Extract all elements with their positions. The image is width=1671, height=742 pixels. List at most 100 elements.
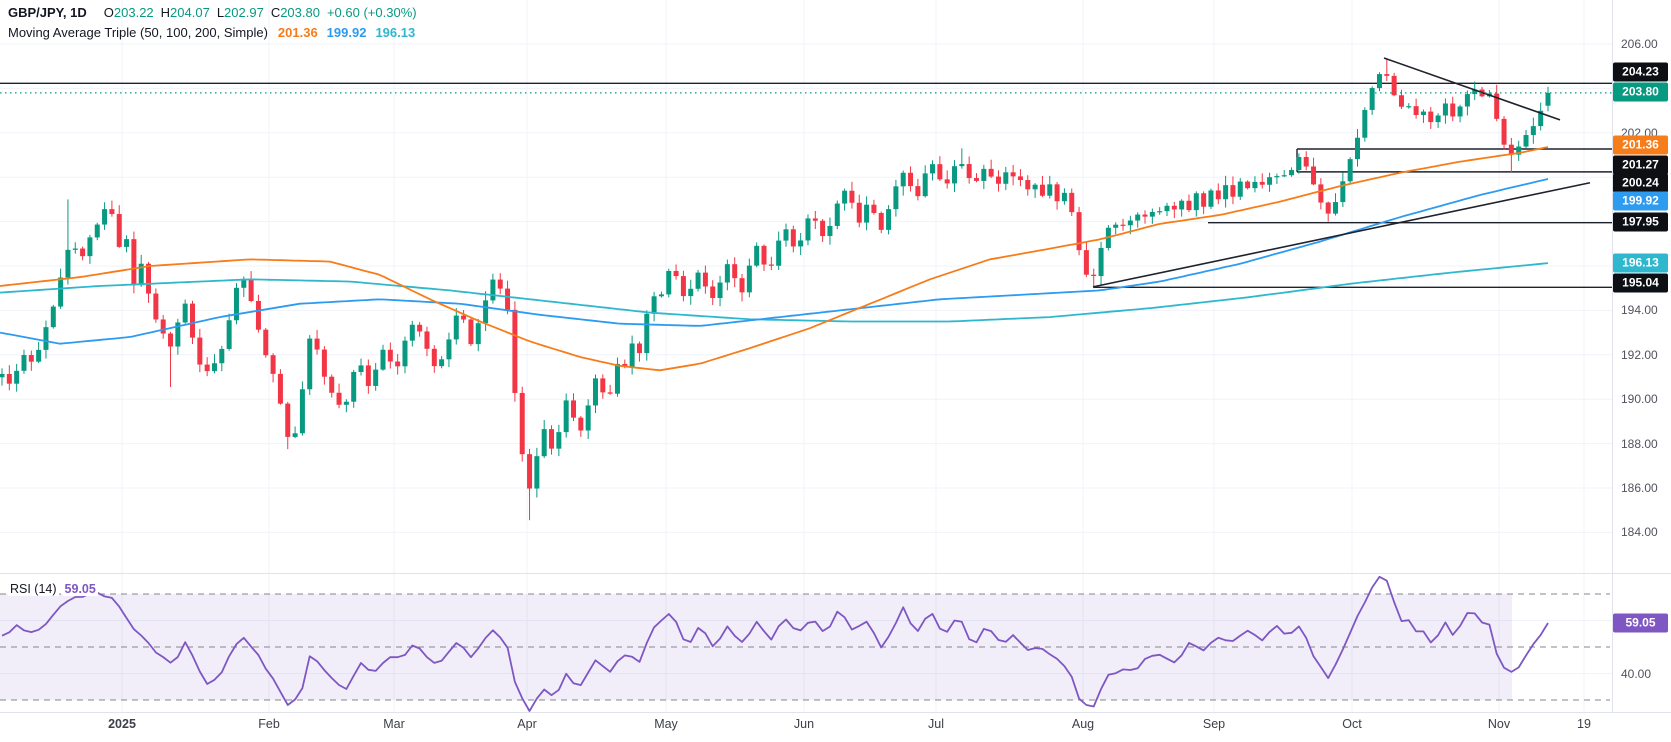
- candle-body: [43, 327, 49, 350]
- candle-body: [168, 333, 174, 347]
- change-value: +0.60 (+0.30%): [326, 5, 417, 20]
- candle-body: [1164, 205, 1170, 212]
- candle-body: [864, 204, 870, 223]
- candle-body: [724, 264, 730, 283]
- candle-body: [1303, 157, 1309, 167]
- candle-body: [952, 166, 958, 184]
- candle-body: [1252, 181, 1258, 189]
- candle-body: [519, 392, 525, 455]
- candle-body: [805, 218, 811, 241]
- candle-body: [80, 248, 86, 257]
- time-axis-label[interactable]: Nov: [1487, 717, 1511, 731]
- candle-body: [116, 214, 122, 247]
- candle-body: [658, 294, 664, 297]
- candle-body: [1098, 247, 1104, 277]
- candle-body: [138, 263, 144, 286]
- indicator-legend[interactable]: Moving Average Triple (50, 100, 200, Sim…: [8, 25, 415, 40]
- candle-body: [255, 300, 261, 330]
- candle-body: [6, 373, 12, 384]
- candle-body: [1061, 192, 1067, 202]
- candle-body: [1464, 94, 1470, 107]
- candle-body: [102, 209, 108, 225]
- candle-body: [1113, 224, 1119, 228]
- candle-body: [768, 264, 774, 266]
- candle-body: [790, 229, 796, 247]
- candle-body: [190, 303, 196, 338]
- rsi-band: [0, 594, 1512, 700]
- moving-average-line: [0, 178, 1549, 345]
- candle-body: [402, 340, 408, 367]
- candle-body: [549, 429, 555, 449]
- candle-body: [732, 264, 738, 279]
- time-axis-label[interactable]: 2025: [108, 717, 136, 731]
- candle-body: [592, 378, 598, 406]
- candle-body: [1135, 214, 1141, 221]
- candle-body: [307, 338, 313, 390]
- pane-separator[interactable]: [0, 573, 1671, 574]
- candle-body: [571, 400, 577, 418]
- time-axis-label[interactable]: Sep: [1202, 717, 1226, 731]
- price-axis-border: [1612, 0, 1613, 712]
- price-axis-badge: 203.80: [1613, 82, 1668, 102]
- candle-body: [776, 240, 782, 266]
- candle-body: [937, 164, 943, 180]
- candle-body: [204, 364, 210, 372]
- candle-body: [798, 240, 804, 247]
- time-axis-label[interactable]: Jul: [928, 717, 944, 731]
- time-axis-label[interactable]: Mar: [383, 717, 405, 731]
- candle-body: [36, 349, 42, 362]
- candle-body: [211, 363, 217, 372]
- candle-body: [710, 286, 716, 298]
- time-axis-label[interactable]: Feb: [258, 717, 280, 731]
- time-axis-label[interactable]: 19: [1577, 717, 1591, 731]
- time-axis-label[interactable]: Oct: [1342, 717, 1362, 731]
- time-axis-label[interactable]: May: [654, 717, 678, 731]
- candle-body: [175, 322, 181, 347]
- symbol-title[interactable]: GBP/JPY, 1D: [8, 5, 87, 20]
- indicator-title[interactable]: Moving Average Triple (50, 100, 200, Sim…: [8, 25, 268, 40]
- candle-body: [1267, 177, 1273, 185]
- candle-body: [336, 392, 342, 405]
- symbol-legend[interactable]: GBP/JPY, 1D O203.22 H204.07 L202.97 C203.80 +…: [8, 5, 417, 20]
- candle-body: [453, 315, 459, 340]
- candle-body: [160, 319, 166, 334]
- time-axis-label[interactable]: Aug: [1071, 717, 1095, 731]
- candle-body: [497, 279, 503, 289]
- candle-body: [1025, 180, 1031, 190]
- price-axis-badge: 196.13: [1613, 253, 1668, 273]
- candle-body: [380, 349, 386, 370]
- candle-body: [1501, 118, 1507, 145]
- rsi-title[interactable]: RSI (14): [8, 582, 59, 596]
- trendline: [1383, 57, 1561, 121]
- candle-body: [21, 355, 27, 371]
- candle-body: [783, 229, 789, 241]
- moving-average-line: [0, 146, 1549, 372]
- candle-body: [1003, 172, 1009, 184]
- candle-body: [680, 276, 686, 297]
- candle-body: [651, 296, 657, 314]
- candle-body: [1289, 170, 1295, 176]
- high-value: 204.07: [170, 5, 210, 20]
- candle-body: [409, 324, 415, 341]
- candle-body: [1296, 157, 1302, 171]
- price-axis-badge: 197.95: [1613, 212, 1668, 232]
- candle-body: [1398, 95, 1404, 107]
- candle-body: [263, 329, 269, 356]
- rsi-value: 59.05: [62, 582, 98, 596]
- price-axis-badge: 204.23: [1613, 62, 1668, 82]
- candle-body: [900, 172, 906, 187]
- open-label: O: [103, 5, 114, 20]
- candle-body: [468, 319, 474, 345]
- time-axis-label[interactable]: Apr: [517, 717, 537, 731]
- rsi-axis-label: 40.00: [1621, 666, 1652, 681]
- price-axis-label: 192.00: [1621, 347, 1658, 362]
- candle-body: [1127, 220, 1133, 226]
- rsi-legend[interactable]: RSI (14) 59.05: [8, 582, 98, 596]
- candle-body: [0, 373, 5, 378]
- candle-body: [541, 429, 547, 457]
- close-value: 203.80: [280, 5, 320, 20]
- candle-body: [50, 306, 56, 328]
- candle-body: [893, 186, 899, 210]
- time-axis-label[interactable]: Jun: [793, 717, 815, 731]
